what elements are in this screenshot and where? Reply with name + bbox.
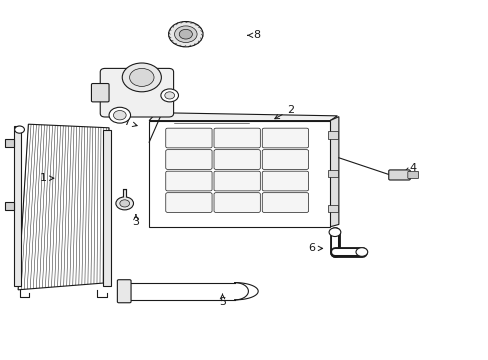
Polygon shape bbox=[18, 124, 109, 290]
FancyBboxPatch shape bbox=[91, 84, 109, 102]
Circle shape bbox=[15, 126, 24, 133]
Text: 2: 2 bbox=[274, 105, 294, 119]
FancyBboxPatch shape bbox=[388, 170, 409, 180]
Text: 4: 4 bbox=[403, 163, 416, 174]
Polygon shape bbox=[149, 113, 337, 121]
FancyBboxPatch shape bbox=[407, 171, 418, 179]
Text: 3: 3 bbox=[132, 215, 139, 228]
Text: 5: 5 bbox=[219, 294, 225, 307]
FancyBboxPatch shape bbox=[117, 280, 131, 303]
Circle shape bbox=[122, 63, 161, 92]
Circle shape bbox=[328, 228, 340, 237]
FancyBboxPatch shape bbox=[262, 193, 308, 212]
Circle shape bbox=[161, 89, 178, 102]
Text: 8: 8 bbox=[247, 30, 260, 40]
Circle shape bbox=[109, 107, 130, 123]
FancyBboxPatch shape bbox=[262, 150, 308, 170]
FancyBboxPatch shape bbox=[214, 128, 260, 148]
Circle shape bbox=[168, 22, 203, 47]
Polygon shape bbox=[329, 117, 338, 227]
FancyBboxPatch shape bbox=[14, 126, 21, 286]
FancyBboxPatch shape bbox=[100, 68, 173, 117]
FancyBboxPatch shape bbox=[165, 193, 212, 212]
FancyBboxPatch shape bbox=[214, 150, 260, 170]
Text: 7: 7 bbox=[122, 117, 137, 127]
FancyBboxPatch shape bbox=[165, 171, 212, 191]
FancyBboxPatch shape bbox=[327, 131, 338, 139]
FancyBboxPatch shape bbox=[103, 130, 110, 286]
Circle shape bbox=[129, 68, 154, 86]
FancyBboxPatch shape bbox=[5, 202, 14, 210]
FancyBboxPatch shape bbox=[214, 193, 260, 212]
Circle shape bbox=[174, 26, 197, 42]
Text: 1: 1 bbox=[40, 173, 54, 183]
Circle shape bbox=[120, 200, 129, 207]
FancyBboxPatch shape bbox=[262, 128, 308, 148]
FancyBboxPatch shape bbox=[214, 171, 260, 191]
Text: 6: 6 bbox=[308, 243, 322, 253]
FancyBboxPatch shape bbox=[165, 128, 212, 148]
FancyBboxPatch shape bbox=[165, 150, 212, 170]
Circle shape bbox=[116, 197, 133, 210]
Circle shape bbox=[164, 92, 174, 99]
FancyBboxPatch shape bbox=[262, 171, 308, 191]
FancyBboxPatch shape bbox=[327, 205, 338, 212]
FancyBboxPatch shape bbox=[5, 139, 14, 147]
Circle shape bbox=[179, 30, 192, 39]
FancyBboxPatch shape bbox=[327, 170, 338, 177]
Circle shape bbox=[113, 111, 126, 120]
FancyBboxPatch shape bbox=[149, 121, 329, 227]
Circle shape bbox=[355, 248, 367, 256]
